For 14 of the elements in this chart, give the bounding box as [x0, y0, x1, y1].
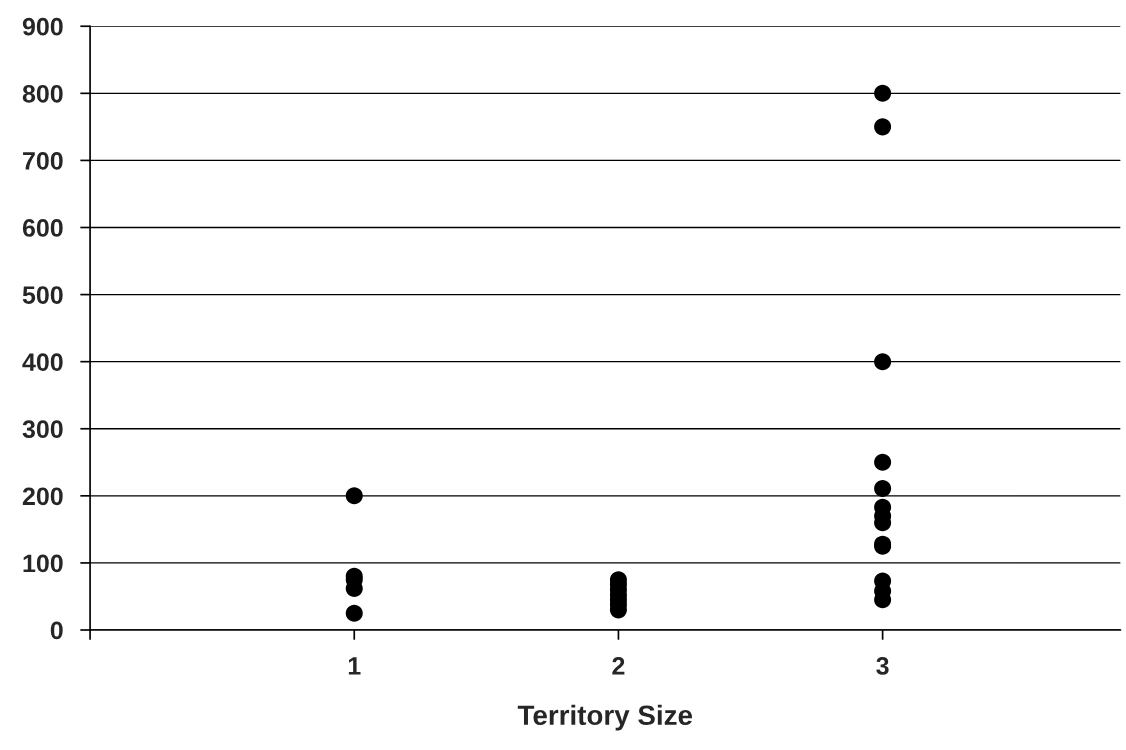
- x-tick-label: 1: [348, 657, 361, 675]
- y-tick-label: 0: [50, 621, 63, 640]
- y-tick-label: 100: [23, 554, 63, 573]
- y-tick-label: 300: [22, 420, 63, 439]
- y-tick-label: 900: [22, 17, 63, 36]
- y-tick-label: 600: [22, 219, 63, 237]
- x-tick-label: 3: [876, 657, 889, 675]
- y-tick-label: 800: [22, 84, 63, 103]
- y-tick-label: 500: [22, 286, 63, 304]
- y-tick-label: 200: [22, 487, 63, 506]
- y-tick-label: 700: [23, 152, 63, 170]
- x-tick-label: 2: [612, 657, 625, 675]
- y-tick-label: 400: [22, 353, 63, 371]
- x-axis-title: Territory Size: [517, 704, 693, 731]
